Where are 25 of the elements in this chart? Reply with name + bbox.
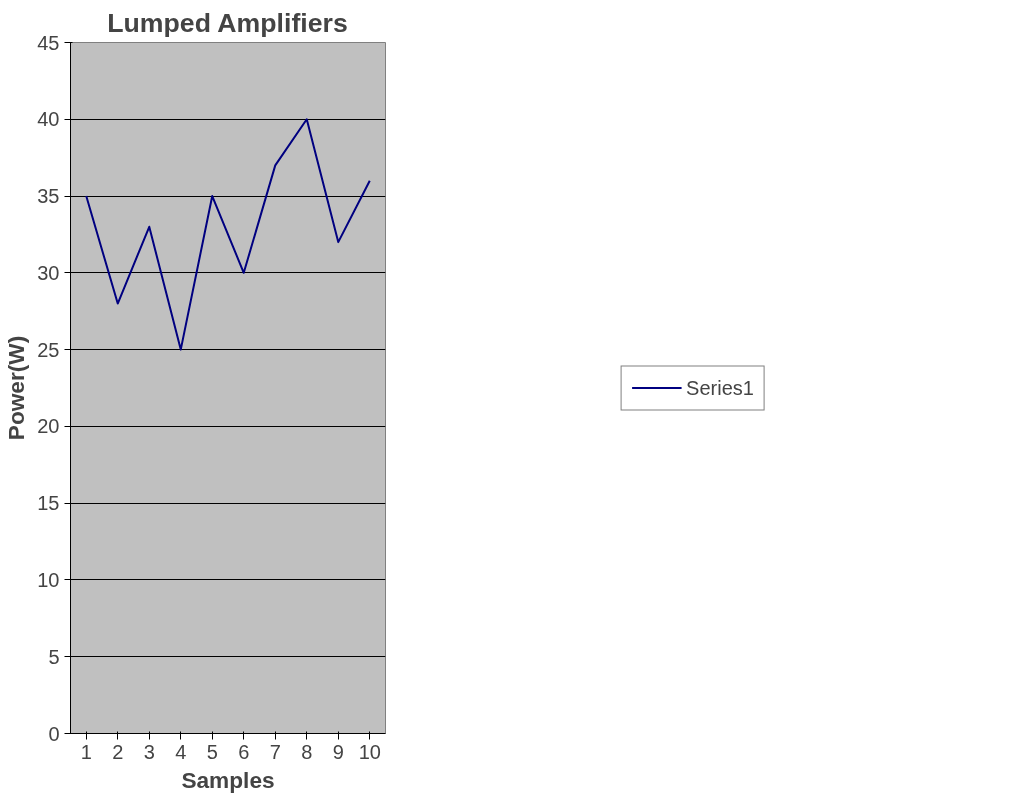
y-tick-label: 30	[37, 261, 60, 284]
x-tick-label: 10	[358, 740, 381, 763]
y-axis-title: Power(W)	[3, 335, 30, 441]
x-tick-label: 3	[143, 740, 155, 763]
chart-title: Lumped Amplifiers	[107, 7, 348, 38]
legend-label: Series1	[686, 376, 754, 399]
x-tick-label: 5	[206, 740, 218, 763]
y-tick-label: 0	[48, 722, 60, 745]
x-tick-label: 1	[80, 740, 92, 763]
y-tick-label: 25	[37, 338, 60, 361]
y-tick-label: 10	[37, 568, 60, 591]
x-tick-label: 9	[332, 740, 344, 763]
y-tick-label: 45	[37, 31, 60, 54]
x-tick-label: 8	[301, 740, 313, 763]
x-tick-label: 4	[175, 740, 187, 763]
y-tick-label: 40	[37, 108, 60, 131]
y-tick-label: 35	[37, 185, 60, 208]
x-tick-label: 6	[238, 740, 250, 763]
line-series	[85, 118, 371, 351]
y-tick-label: 20	[37, 415, 60, 438]
x-tick-label: 7	[269, 740, 281, 763]
y-tick-label: 15	[37, 492, 60, 515]
x-axis-title: Samples	[181, 766, 275, 793]
y-tick-label: 5	[48, 645, 60, 668]
x-tick-label: 2	[112, 740, 124, 763]
